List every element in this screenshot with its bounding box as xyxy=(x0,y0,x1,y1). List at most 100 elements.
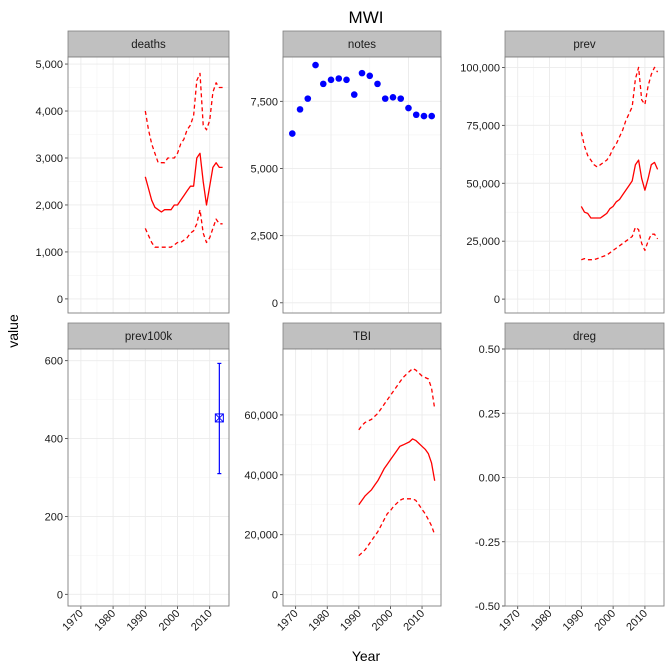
y-tick-label: 0.25 xyxy=(479,408,500,420)
data-layer-prev100k xyxy=(214,362,224,475)
y-tick-label: 4,000 xyxy=(35,106,63,118)
x-tick-label: 2000 xyxy=(157,608,183,634)
panel-background xyxy=(283,349,441,606)
panel-border xyxy=(67,56,230,314)
x-tick-label: 2010 xyxy=(189,608,215,634)
x-tick-label: 2010 xyxy=(624,608,650,634)
y-tick-label: 0 xyxy=(57,589,63,601)
x-tick-label: 1990 xyxy=(561,608,587,634)
panel-border xyxy=(504,56,665,314)
panel-background xyxy=(505,57,664,313)
data-point xyxy=(304,95,312,102)
strip-notes xyxy=(282,30,442,58)
strip-prev100k xyxy=(67,322,230,350)
x-tick-label: 1980 xyxy=(307,608,333,634)
y-tick-label: 0 xyxy=(57,294,63,306)
data-point xyxy=(350,91,358,98)
data-point xyxy=(296,106,304,113)
panel-background xyxy=(68,57,229,313)
data-point xyxy=(358,69,366,77)
data-layer-notes xyxy=(288,61,436,137)
y-tick-label: 75,000 xyxy=(466,120,500,132)
y-tick-label: -0.25 xyxy=(475,537,500,549)
y-tick-label: -0.50 xyxy=(475,601,500,613)
y-tick-label: 40,000 xyxy=(244,470,278,482)
x-axis-title: Year xyxy=(352,648,381,664)
series-line-bound xyxy=(581,226,659,261)
x-tick-label: 1970 xyxy=(275,608,301,634)
x-tick-label: 1970 xyxy=(60,608,86,634)
strip-deaths xyxy=(67,30,230,58)
y-tick-label: 0 xyxy=(272,298,278,310)
strip-dreg xyxy=(504,322,665,350)
x-tick-label: 1970 xyxy=(497,608,523,634)
data-layer-TBI xyxy=(358,367,436,557)
panel-TBI: TBI 0 20,000 40,000 60,000 1970 1980 1990 2000 20… xyxy=(244,322,442,634)
y-tick-label: 400 xyxy=(45,434,63,446)
data-point xyxy=(389,93,397,101)
y-tick-label: 60,000 xyxy=(244,410,278,422)
x-tick-label: 1980 xyxy=(529,608,555,634)
y-tick-label: 100,000 xyxy=(460,62,500,74)
y-tick-label: 600 xyxy=(45,356,63,368)
y-tick-label: 0 xyxy=(272,590,278,602)
data-point xyxy=(381,95,389,102)
data-point xyxy=(412,111,420,119)
data-point xyxy=(327,76,335,84)
x-tick-label: 1990 xyxy=(125,608,151,634)
x-tick-label: 2010 xyxy=(401,608,427,634)
data-layer-prev xyxy=(580,66,659,261)
x-tick-label: 1990 xyxy=(338,608,364,634)
y-tick-label: 50,000 xyxy=(466,178,500,190)
strip-label-deaths: deaths xyxy=(131,39,166,51)
facet-panels: deaths 0 1,000 2,000 3,000 4,000 5,000 notes 0 2,… xyxy=(35,30,665,634)
x-tick-label: 2000 xyxy=(592,608,618,634)
series-line-bound xyxy=(144,72,223,164)
y-tick-label: 3,000 xyxy=(35,153,63,165)
data-point xyxy=(366,72,374,80)
y-tick-label: 20,000 xyxy=(244,530,278,542)
series-line-estimate xyxy=(358,438,436,506)
series-line-estimate xyxy=(144,152,223,213)
panel-notes: notes 0 2,500 5,000 7,500 xyxy=(250,30,442,314)
series-line-bound xyxy=(580,66,659,168)
panel-deaths: deaths 0 1,000 2,000 3,000 4,000 5,000 xyxy=(35,30,230,314)
x-tick-label: 2000 xyxy=(370,608,396,634)
data-point xyxy=(428,112,436,120)
panel-border xyxy=(282,56,442,314)
strip-label-TBI: TBI xyxy=(353,331,371,343)
y-tick-label: 200 xyxy=(45,511,63,523)
y-tick-label: 0 xyxy=(494,294,500,306)
y-tick-label: 2,500 xyxy=(250,231,278,243)
data-point xyxy=(397,95,405,102)
strip-label-notes: notes xyxy=(348,39,376,51)
data-point xyxy=(374,80,381,88)
series-line-estimate xyxy=(580,159,659,219)
y-tick-label: 5,000 xyxy=(250,163,278,175)
panel-border xyxy=(282,348,442,607)
data-point xyxy=(405,104,412,112)
chart-title: MWI xyxy=(349,8,384,27)
x-tick-label: 1980 xyxy=(92,608,118,634)
y-tick-label: 0.50 xyxy=(479,344,500,356)
data-layer-deaths xyxy=(144,72,223,248)
y-tick-label: 2,000 xyxy=(35,200,63,212)
point-marker xyxy=(214,413,224,423)
series-line-bound xyxy=(358,498,436,557)
panel-border xyxy=(504,348,665,607)
strip-label-dreg: dreg xyxy=(573,331,596,343)
series-line-bound xyxy=(358,367,436,431)
strip-label-prev100k: prev100k xyxy=(125,331,173,343)
data-point xyxy=(343,76,350,84)
y-tick-label: 0.00 xyxy=(479,473,500,485)
panel-prev: prev 0 25,000 50,000 75,000 100,000 xyxy=(460,30,665,314)
strip-prev xyxy=(504,30,665,58)
data-point xyxy=(335,75,343,82)
series-line-bound xyxy=(144,209,223,248)
panel-prev100k: prev100k 0 200 400 600 1970 1980 1990 2000 2010 xyxy=(45,322,230,634)
y-tick-label: 25,000 xyxy=(466,236,500,248)
strip-label-prev: prev xyxy=(573,39,596,51)
point-marker-cross xyxy=(214,413,224,423)
